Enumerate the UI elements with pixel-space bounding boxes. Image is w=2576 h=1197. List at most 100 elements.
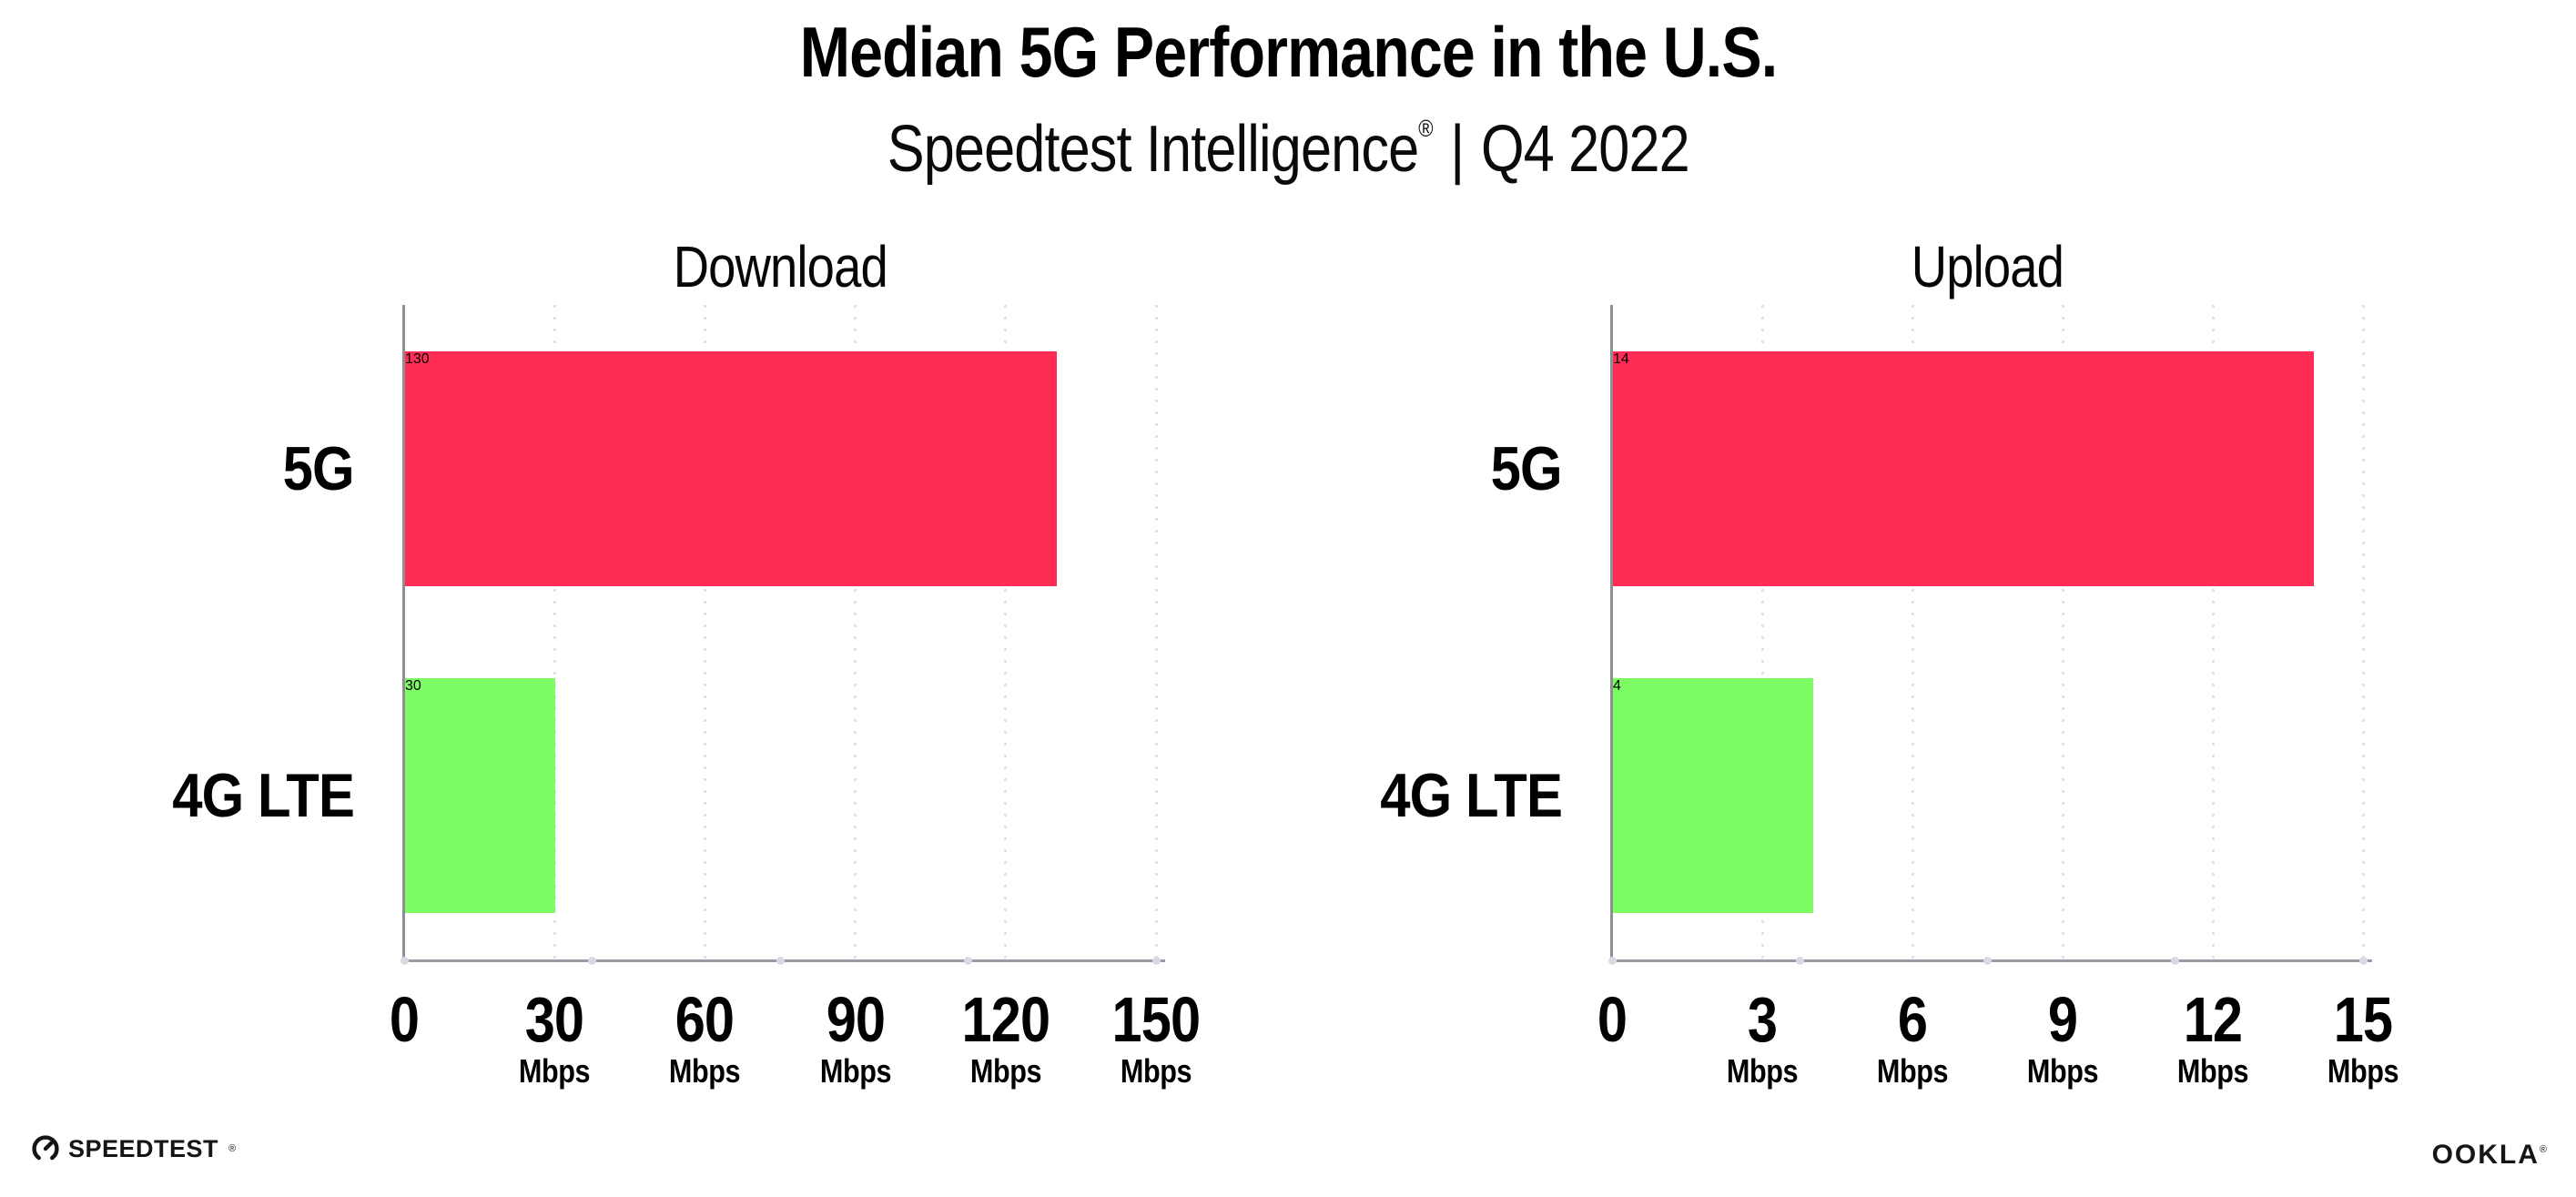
gridline-upload-12 (2211, 305, 2215, 959)
axis-tick-dot-download-3 (964, 957, 972, 965)
tick-value: 150 (1074, 984, 1238, 1055)
tick-value: 15 (2281, 984, 2445, 1055)
tick-unit-text: Mbps (2327, 1052, 2399, 1090)
axis-tick-dot-upload-1 (1795, 957, 1804, 965)
tick-label-download-150: 150 Mbps (1074, 984, 1238, 1090)
tick-unit-text: Mbps (2026, 1052, 2099, 1090)
gridline-upload-9 (2061, 305, 2064, 959)
speedtest-gauge-icon (32, 1135, 59, 1162)
bar-upload-4g-lte: 4 (1613, 678, 1813, 914)
tick-value-text: 6 (1897, 984, 1928, 1055)
tick-unit: Mbps (2131, 1052, 2295, 1090)
axis-tick-dot-upload-4 (2358, 957, 2368, 965)
gridline-download-150 (1154, 305, 1158, 959)
tick-unit-text: Mbps (2176, 1052, 2249, 1090)
category-label-text: 5G (1490, 433, 1563, 503)
gridline-upload-15 (2361, 305, 2365, 959)
subtitle-period: Q4 2022 (1480, 113, 1690, 186)
tick-label-upload-3: 3 Mbps (1680, 984, 1844, 1090)
category-label-download-5g: 5G (0, 431, 355, 507)
tick-value: 6 (1831, 984, 1994, 1055)
y-axis-line-download (402, 305, 405, 962)
tick-value-text: 60 (675, 984, 735, 1055)
category-label-text: 4G LTE (172, 761, 355, 831)
tick-value-text: 0 (1597, 984, 1628, 1055)
tick-unit: Mbps (1680, 1052, 1844, 1090)
page-subtitle: Speedtest Intelligence® | Q4 2022 (0, 93, 2576, 185)
axis-tick-dot-download-1 (588, 957, 596, 965)
gridline-download-30 (553, 305, 556, 959)
tick-value: 0 (322, 984, 486, 1055)
gridline-download-60 (703, 305, 706, 959)
tick-unit: Mbps (472, 1052, 636, 1090)
y-axis-line-upload (1610, 305, 1613, 962)
category-label-text: 5G (282, 433, 355, 503)
tick-unit: Mbps (1831, 1052, 1994, 1090)
ookla-wordmark: OOKLA (2431, 1140, 2540, 1170)
tick-value-text: 120 (961, 984, 1050, 1055)
registered-trademark-icon: ® (1417, 115, 1434, 142)
tick-unit-text: Mbps (969, 1052, 1042, 1090)
tick-label-upload-9: 9 Mbps (1981, 984, 2145, 1090)
tick-value-text: 3 (1747, 984, 1778, 1055)
tick-value: 30 (472, 984, 636, 1055)
speedtest-registered-mark: ® (228, 1143, 237, 1154)
bar-upload-5g: 14 (1613, 350, 2314, 586)
tick-value-text: 12 (2183, 984, 2243, 1055)
tick-unit: Mbps (774, 1052, 938, 1090)
tick-value: 9 (1981, 984, 2145, 1055)
category-label-text: 4G LTE (1380, 761, 1563, 831)
axis-tick-dot-download-0 (400, 957, 409, 965)
tick-value-text: 150 (1111, 984, 1202, 1055)
tick-unit: Mbps (623, 1052, 786, 1090)
axis-tick-dot-upload-0 (1607, 957, 1617, 965)
tick-unit: Mbps (924, 1052, 1088, 1090)
tick-value-text: 0 (389, 984, 420, 1055)
axis-tick-dot-upload-2 (1983, 957, 1992, 965)
tick-unit-text: Mbps (519, 1052, 591, 1090)
tick-label-download-120: 120 Mbps (924, 984, 1088, 1090)
tick-label-download-30: 30 Mbps (472, 984, 636, 1090)
tick-unit-text: Mbps (669, 1052, 741, 1090)
subtitle-separator: | (1449, 113, 1465, 186)
tick-unit: Mbps (1074, 1052, 1238, 1090)
chart-title-upload: Upload (1612, 235, 2363, 299)
category-label-download-4g-lte: 4G LTE (0, 757, 355, 834)
bar-download-5g: 130 (405, 350, 1057, 586)
tick-label-upload-15: 15 Mbps (2281, 984, 2445, 1090)
gridline-download-90 (854, 305, 857, 959)
axis-tick-dot-download-4 (1151, 957, 1161, 965)
tick-value-text: 15 (2333, 984, 2393, 1055)
category-label-upload-5g: 5G (1180, 431, 1563, 507)
tick-label-upload-0: 0 (1530, 984, 1694, 1055)
tick-unit-text: Mbps (1726, 1052, 1799, 1090)
tick-unit-text: Mbps (1120, 1052, 1192, 1090)
gridline-upload-3 (1760, 305, 1764, 959)
tick-value: 3 (1680, 984, 1844, 1055)
page-title: Median 5G Performance in the U.S. (0, 15, 2576, 89)
gridline-upload-6 (1911, 305, 1914, 959)
axis-tick-dot-download-2 (776, 957, 785, 965)
ookla-registered-mark: ® (2539, 1144, 2547, 1155)
ookla-logo: OOKLA® (2432, 1140, 2547, 1171)
axis-tick-dot-upload-3 (2171, 957, 2180, 965)
tick-unit-text: Mbps (819, 1052, 891, 1090)
tick-label-download-90: 90 Mbps (774, 984, 938, 1090)
chart-title-text-download: Download (673, 234, 887, 299)
tick-value: 90 (774, 984, 938, 1055)
tick-value-text: 30 (524, 984, 584, 1055)
tick-label-download-0: 0 (322, 984, 486, 1055)
gridline-download-120 (1004, 305, 1008, 959)
category-label-upload-4g-lte: 4G LTE (1180, 757, 1563, 834)
tick-label-download-60: 60 Mbps (623, 984, 786, 1090)
page-title-text: Median 5G Performance in the U.S. (799, 12, 1777, 92)
tick-unit-text: Mbps (1876, 1052, 1949, 1090)
tick-value: 60 (623, 984, 786, 1055)
tick-value: 12 (2131, 984, 2295, 1055)
speedtest-logo: SPEEDTEST ® (31, 1134, 236, 1163)
tick-value: 120 (924, 984, 1088, 1055)
tick-unit: Mbps (1981, 1052, 2145, 1090)
tick-value-text: 90 (826, 984, 885, 1055)
tick-value-text: 9 (2047, 984, 2078, 1055)
